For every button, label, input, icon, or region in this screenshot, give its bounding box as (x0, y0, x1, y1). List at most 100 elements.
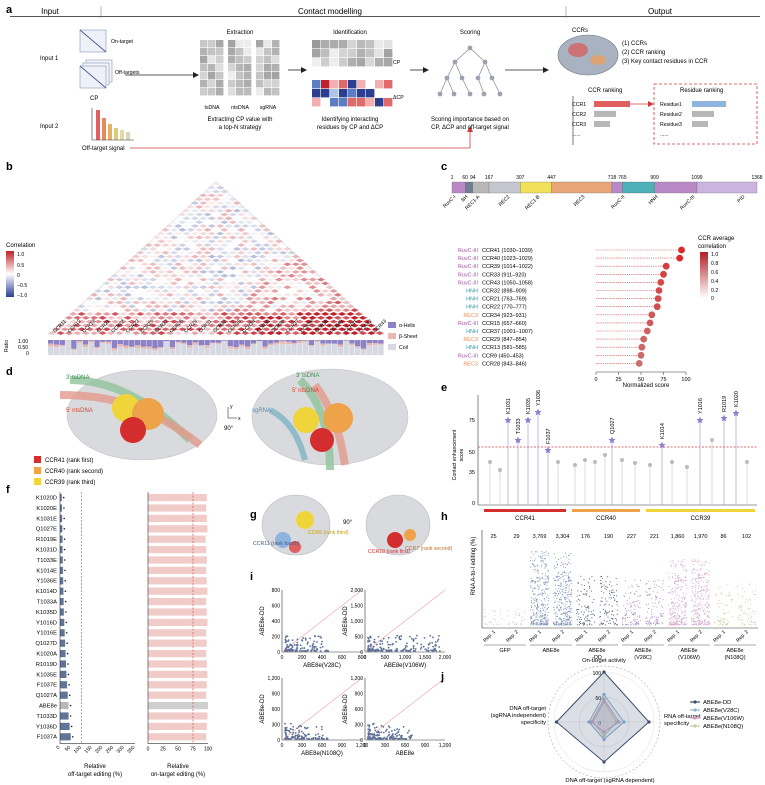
h-point (625, 610, 627, 612)
h-point (741, 606, 743, 608)
h-point (653, 616, 655, 618)
heatmap-cell (98, 285, 107, 290)
heatmap-cell (161, 235, 170, 240)
h-point (708, 611, 710, 613)
extraction-cell (244, 56, 252, 64)
heatmap-cell (375, 331, 384, 335)
heatmap-cell (148, 239, 158, 244)
heatmap-cell (228, 273, 237, 278)
i-point (304, 650, 307, 652)
h-point (679, 620, 681, 623)
heatmap-cell (220, 281, 229, 286)
h-point (570, 592, 572, 594)
heatmap-cell (169, 273, 179, 278)
heatmap-cell (237, 319, 246, 324)
h-point (680, 560, 682, 562)
heatmap-cell (253, 312, 263, 316)
i-point (377, 730, 380, 733)
heatmap-cell (195, 258, 204, 263)
h-point (534, 558, 536, 560)
h-point (683, 623, 685, 626)
h-point (670, 608, 672, 610)
h-point (535, 622, 537, 624)
h-point (671, 616, 673, 619)
lollipop-tick-label: 0 (594, 377, 597, 383)
heatmap-cell (182, 277, 191, 282)
ratio-coil (221, 341, 228, 355)
lollipop-dot (655, 287, 663, 294)
h-point (636, 600, 638, 602)
h-point (728, 595, 730, 597)
extraction-cell (256, 48, 264, 56)
dcp-cell (330, 80, 339, 89)
h-point (654, 583, 656, 585)
h-point (563, 608, 565, 610)
h-point (707, 623, 709, 625)
h-point (637, 595, 639, 597)
f-off-bar (60, 702, 69, 710)
heatmap-cell (249, 239, 258, 244)
ratio-sheet (349, 343, 355, 346)
heatmap-cell (220, 204, 229, 209)
heatmap-cell (102, 319, 111, 324)
heatmap-cell (123, 292, 132, 297)
heatmap-cell (300, 262, 309, 267)
h-point (692, 573, 694, 575)
i-point (405, 737, 408, 740)
ratio-sheet (48, 343, 54, 347)
extraction-cell (216, 72, 224, 80)
heatmap-cell (220, 220, 229, 225)
h-point (543, 603, 545, 606)
tree-node (481, 91, 487, 97)
heatmap-cell (157, 315, 166, 320)
i-xtick: 1,000 (399, 655, 412, 661)
h-point (731, 616, 734, 618)
heatmap-cell (232, 331, 242, 335)
h-point (544, 623, 547, 625)
ratio-helix (343, 340, 349, 341)
domain-position: 909 (650, 175, 659, 181)
h-point (555, 623, 557, 625)
dcp-cell (357, 80, 366, 89)
i-point (431, 649, 434, 652)
axis-x-d: x (238, 416, 241, 422)
heatmap-cell (174, 216, 183, 221)
heatmap-cell (127, 296, 137, 301)
h-point (684, 569, 687, 571)
h-point (536, 623, 538, 625)
heatmap-cell (119, 266, 128, 270)
f-off-bar (60, 514, 63, 522)
h-point (557, 564, 559, 566)
h-point (537, 595, 539, 597)
j-legend-dot (693, 716, 697, 720)
heatmap-cell (153, 243, 162, 248)
h-point (591, 617, 593, 619)
h-point (686, 569, 688, 572)
h-point (563, 596, 566, 599)
h-point (752, 621, 755, 624)
h-point (565, 563, 567, 565)
heatmap-cell (195, 296, 204, 301)
heatmap-cell (270, 273, 279, 278)
h-point (705, 602, 707, 604)
h-point (588, 606, 590, 608)
h-point (747, 608, 749, 610)
h-point (658, 602, 660, 604)
heatmap-cell (224, 247, 233, 251)
h-group-label: (V106W) (678, 655, 700, 661)
lollipop-label: CCR33 (911–920) (482, 272, 526, 278)
i-point (412, 646, 415, 648)
h-point (603, 584, 605, 586)
h-point (750, 624, 752, 626)
heatmap-cell (123, 285, 132, 290)
heatmap-cell (237, 273, 246, 278)
i-xlabel: ABE8e(V28C) (303, 663, 341, 669)
h-point (541, 573, 543, 575)
h-point (628, 617, 631, 619)
domain-name: RuvC-I (442, 194, 457, 209)
heatmap-cell (64, 331, 74, 335)
h-count: 29 (513, 534, 519, 540)
h-point (694, 591, 696, 593)
ratio-sheet (233, 347, 239, 350)
